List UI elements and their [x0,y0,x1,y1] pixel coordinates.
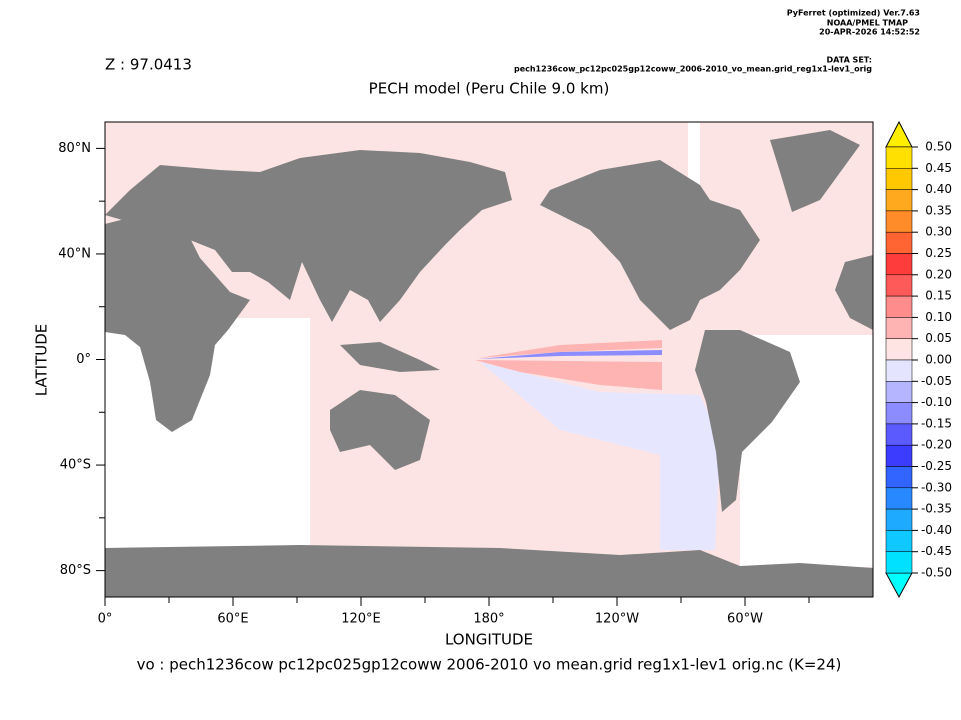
org: NOAA/PMEL TMAP [827,19,908,28]
colorbar-band [885,295,913,318]
antarctica [105,545,873,597]
colorbar-over [885,120,913,148]
colorbar-label: 0.10 [925,310,952,324]
dataset-label: DATA SET: [827,56,872,65]
x-tick-label: 60°E [217,612,248,627]
colorbar-label: 0.35 [925,203,952,217]
colorbar-band [885,338,913,361]
colorbar-label: -0.35 [921,502,952,516]
colorbar-band [885,168,913,190]
colorbar-band [885,359,913,382]
map-field [105,122,873,597]
colorbar-label: -0.15 [921,416,952,430]
x-tick-label: 0° [98,612,113,627]
colorbar-band [885,444,913,467]
x-tick-label: 60°W [727,612,763,627]
colorbar-band [885,551,913,574]
colorbar-label: -0.10 [921,395,952,409]
colorbar-label: -0.30 [921,480,952,494]
colorbar-band [885,253,913,276]
colorbar-label: 0.45 [925,161,952,175]
colorbar-label: 0.05 [925,331,952,345]
colorbar-band [885,530,913,552]
north-america [540,160,760,330]
y-tick-label: 80°N [58,141,91,156]
greenland [770,130,860,212]
colorbar-label: 0.20 [925,267,952,281]
x-tick-label: 120°W [595,612,639,627]
colorbar-band [885,189,913,212]
colorbar-label: 0.15 [925,289,952,303]
x-tick-label: 180° [473,612,504,627]
anomaly-region [478,350,662,359]
colorbar-band [885,146,913,169]
timestamp: 20-APR-2026 14:52:52 [819,28,920,37]
anomaly-region [478,340,662,358]
colorbar-band [885,231,913,254]
eurasia [105,150,512,322]
colorbar-band [885,487,913,510]
land [105,130,873,597]
colorbar-band [885,381,913,403]
z-label: Z : 97.0413 [105,56,192,74]
colorbar-label: -0.25 [921,459,952,473]
australia [330,390,430,470]
colorbar-label: -0.50 [921,566,952,580]
west-africa [835,255,873,330]
x-tick-label: 120°E [341,612,381,627]
x-axis-label: LONGITUDE [445,631,533,649]
colorbar-label: -0.45 [921,544,952,558]
y-tick-label: 40°S [60,458,91,473]
south-america [695,330,800,512]
colorbar-label: -0.05 [921,374,952,388]
y-tick-label: 0° [76,352,91,367]
chart-title: PECH model (Peru Chile 9.0 km) [369,80,610,98]
dataset: pech1236cow_pc12pc025gp12coww_2006-2010_… [514,65,872,74]
colorbar-label: 0.25 [925,246,952,260]
y-tick-label: 80°S [60,563,91,578]
colorbar-band [885,466,913,489]
software: PyFerret (optimized) Ver.7.63 [787,9,920,18]
colorbar-label: -0.20 [921,438,952,452]
africa [105,215,250,432]
indonesia [340,342,440,372]
anomaly-region [480,362,720,550]
colorbar-band [885,274,913,297]
colorbar-label: 0.40 [925,182,952,196]
colorbar-band [885,402,913,425]
colorbar-band [885,210,913,233]
colorbar-band [885,317,913,339]
colorbar-label: 0.00 [925,353,952,367]
y-axis-label: LATITUDE [33,324,51,397]
anomaly-region [475,360,662,390]
y-tick-label: 40°N [58,246,91,261]
colorbar-band [885,423,913,446]
colorbar-label: 0.50 [925,140,952,154]
colorbar-band [885,508,913,531]
caption: vo : pech1236cow pc12pc025gp12coww 2006-… [137,656,842,674]
colorbar-under [885,572,913,599]
colorbar-label: -0.40 [921,523,952,537]
colorbar-label: 0.30 [925,225,952,239]
